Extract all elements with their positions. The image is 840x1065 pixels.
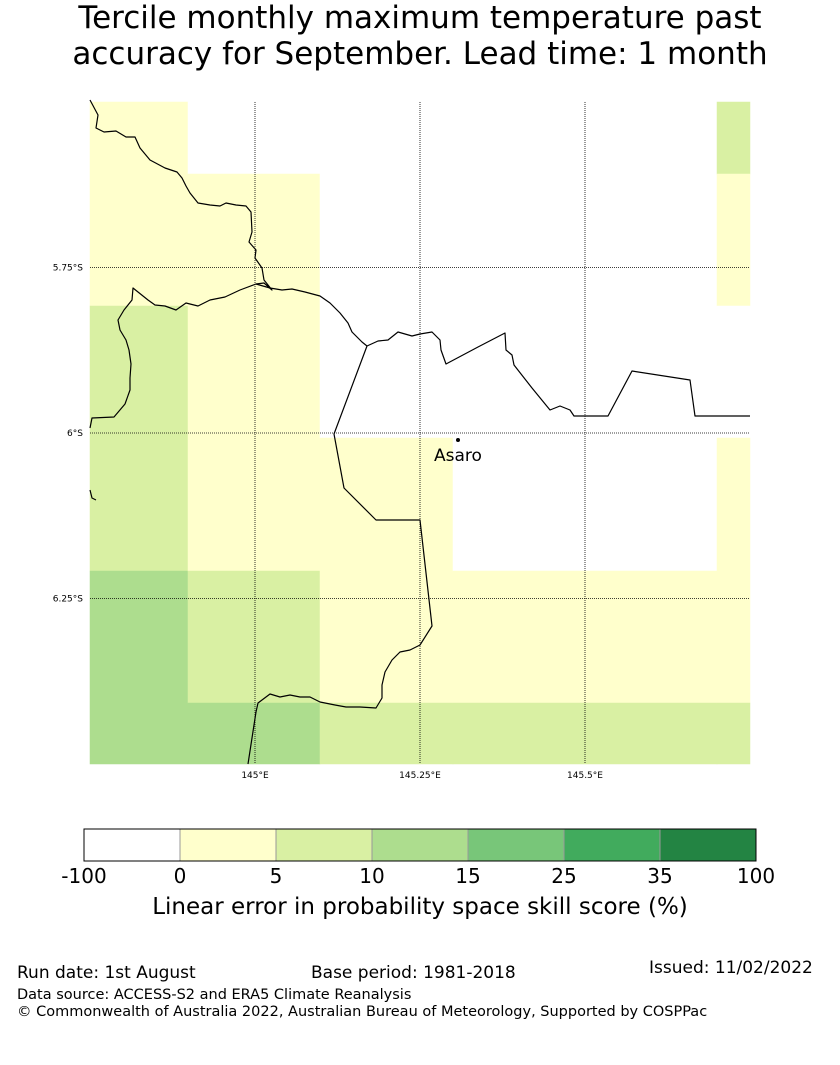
colorbar-tick-label: 5 bbox=[269, 864, 283, 888]
colorbar-tick-label: -100 bbox=[61, 864, 107, 888]
issued-date: Issued: 11/02/2022 bbox=[649, 958, 813, 978]
colorbar-bin bbox=[468, 829, 564, 861]
copyright: © Commonwealth of Australia 2022, Austra… bbox=[17, 1004, 708, 1020]
colorbar-bin bbox=[564, 829, 660, 861]
grid-cell bbox=[716, 437, 751, 704]
colorbar-tick-label: 0 bbox=[173, 864, 187, 888]
place-dot bbox=[456, 438, 460, 442]
colorbar-bin bbox=[180, 829, 276, 861]
grid-cell bbox=[452, 702, 718, 765]
grid-cell bbox=[319, 101, 454, 439]
map-title-line-1: Tercile monthly maximum temperature past bbox=[78, 0, 762, 36]
grid-cell bbox=[319, 437, 454, 704]
province-borders bbox=[89, 99, 750, 765]
axis-tick-labels: 5.75°S 6°S 6.25°S 145°E 145.25°E 145.5°E bbox=[53, 264, 604, 782]
colorbar-bin bbox=[84, 829, 180, 861]
grid-cell bbox=[89, 305, 189, 572]
grid-cell bbox=[716, 702, 751, 765]
grid-cell bbox=[187, 101, 321, 175]
latitude-tick-label: 6°S bbox=[67, 429, 83, 439]
colorbar-bin bbox=[372, 829, 468, 861]
colorbar-tick-label: 15 bbox=[455, 864, 481, 888]
colorbar-frame bbox=[83, 828, 757, 862]
longitude-tick-label: 145.5°E bbox=[567, 771, 603, 781]
grid-cell bbox=[716, 101, 751, 175]
run-date: Run date: 1st August bbox=[17, 963, 196, 983]
colorbar bbox=[83, 828, 757, 862]
grid-cell bbox=[716, 305, 751, 439]
place-label: Asaro bbox=[434, 446, 482, 466]
grid-cell bbox=[716, 173, 751, 307]
graticule bbox=[90, 102, 750, 764]
place-marker: Asaro bbox=[434, 438, 482, 466]
base-period: Base period: 1981-2018 bbox=[311, 963, 516, 983]
map-title: Tercile monthly maximum temperature past… bbox=[0, 0, 840, 72]
colorbar-bin bbox=[660, 829, 756, 861]
longitude-tick-label: 145°E bbox=[241, 771, 269, 781]
latitude-tick-label: 6.25°S bbox=[53, 595, 84, 605]
grid-cell bbox=[187, 173, 321, 572]
border-west-fragment bbox=[89, 489, 97, 501]
colorbar-tick-label: 10 bbox=[359, 864, 385, 888]
colorbar-tick-label: 25 bbox=[551, 864, 577, 888]
grid-cell bbox=[187, 570, 321, 704]
border-northwest bbox=[89, 99, 273, 429]
border-central bbox=[247, 345, 433, 765]
colorbar-bin bbox=[276, 829, 372, 861]
data-source: Data source: ACCESS-S2 and ERA5 Climate … bbox=[17, 987, 412, 1003]
grid-cell bbox=[89, 570, 189, 765]
colorbar-title: Linear error in probability space skill … bbox=[152, 894, 688, 920]
grid-cell bbox=[319, 702, 454, 765]
longitude-tick-label: 145.25°E bbox=[399, 771, 441, 781]
grid-cell bbox=[187, 702, 321, 765]
colorbar-tick-label: 100 bbox=[736, 864, 776, 888]
latitude-tick-label: 5.75°S bbox=[53, 264, 84, 274]
colorbar-tick-label: 35 bbox=[647, 864, 673, 888]
grid-cell bbox=[89, 101, 189, 307]
map-title-line-2: accuracy for September. Lead time: 1 mon… bbox=[72, 36, 768, 72]
border-east bbox=[255, 283, 750, 417]
